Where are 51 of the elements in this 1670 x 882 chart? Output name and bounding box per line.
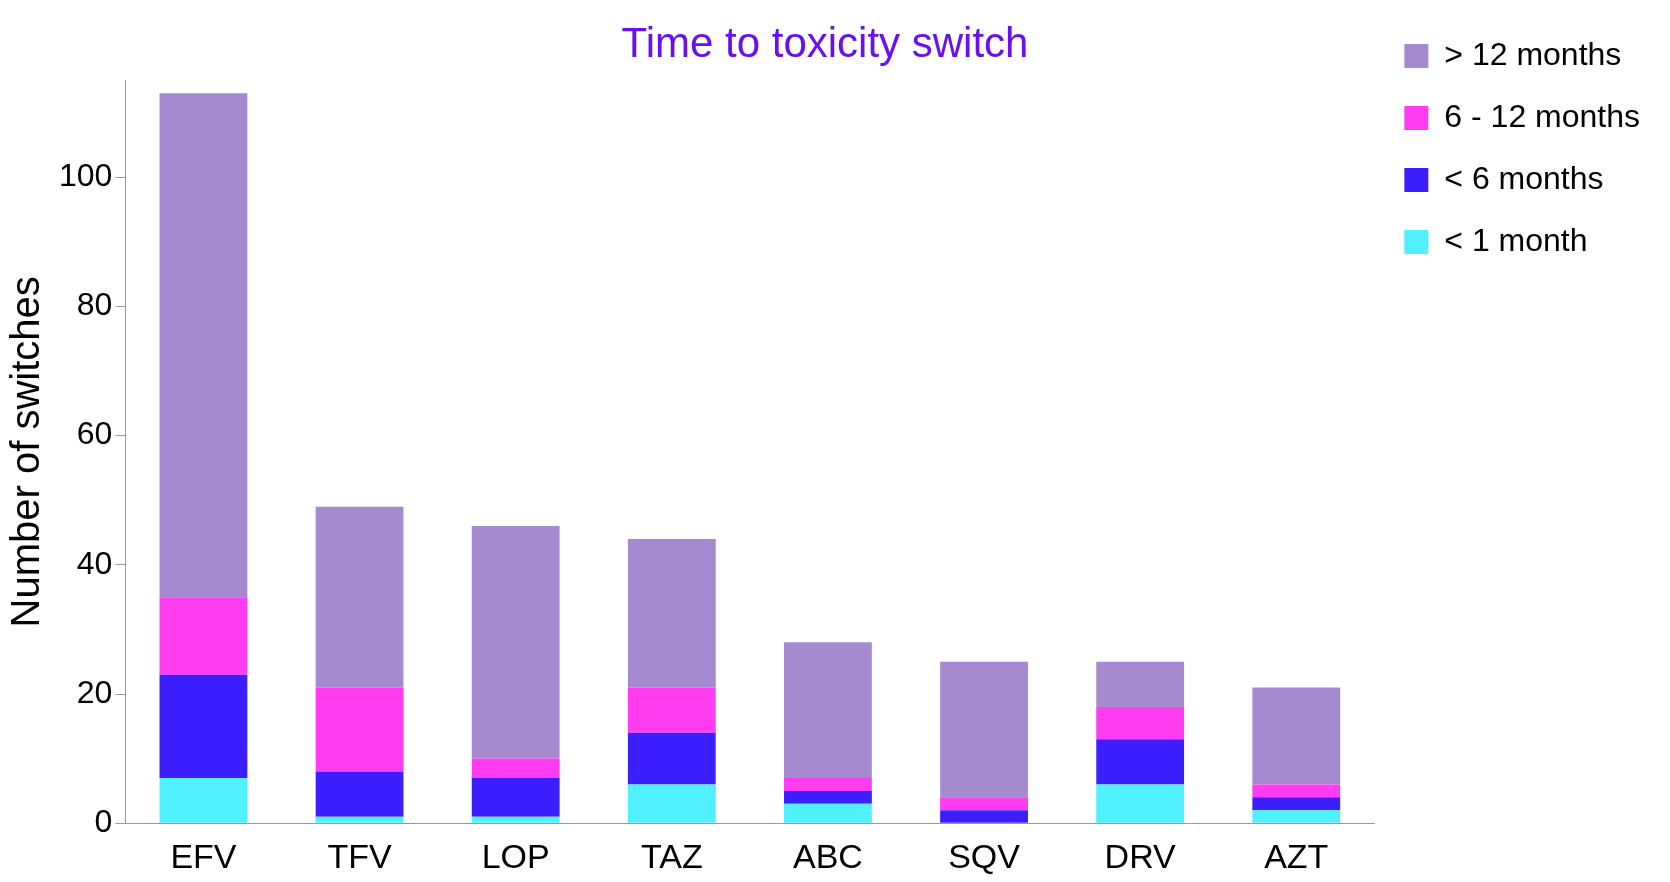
x-tick-label: TAZ [640, 836, 703, 875]
bar [471, 777, 560, 817]
bar [1096, 706, 1185, 740]
bar [940, 797, 1028, 811]
x-tick-label: TFV [327, 836, 392, 875]
bar [627, 539, 716, 688]
bar [471, 526, 560, 759]
bar [315, 506, 404, 688]
chart-title: Time to toxicity switch [621, 18, 1029, 66]
y-tick-label: 100 [59, 157, 113, 194]
bar [627, 784, 716, 823]
bar [1096, 739, 1185, 785]
bar [940, 810, 1028, 823]
bar [784, 777, 872, 791]
x-tick-label: AZT [1264, 836, 1329, 875]
bar [1252, 687, 1341, 785]
y-axis-title: Number of switches [3, 276, 48, 628]
x-tick-label: ABC [792, 836, 863, 875]
legend-label: > 12 months [1444, 35, 1622, 72]
x-tick-label: LOP [481, 836, 550, 875]
bar [784, 803, 872, 823]
bar [627, 687, 716, 733]
bar [784, 790, 872, 804]
bar [315, 687, 404, 772]
y-tick-label: 0 [94, 803, 113, 840]
x-tick-label: DRV [1104, 836, 1177, 875]
legend-label: < 1 month [1444, 221, 1588, 258]
bar [471, 758, 560, 778]
bar [315, 816, 404, 823]
bar [627, 732, 716, 785]
bar [1096, 784, 1185, 823]
bar [940, 661, 1028, 798]
bar [315, 771, 404, 817]
bar [159, 93, 248, 598]
bar [159, 597, 248, 675]
legend-label: 6 - 12 months [1444, 97, 1640, 134]
y-tick-label: 20 [76, 673, 113, 710]
x-tick-label: SQV [948, 836, 1021, 875]
bar [471, 816, 560, 823]
y-tick-label: 60 [76, 415, 113, 452]
bar [1096, 661, 1185, 707]
bar [1252, 784, 1341, 798]
bar [159, 777, 248, 823]
legend-label: < 6 months [1444, 159, 1604, 196]
bar [159, 674, 248, 778]
x-tick-label: EFV [170, 836, 237, 875]
bar [1252, 810, 1341, 823]
y-tick-label: 40 [76, 544, 113, 581]
bar [1252, 797, 1341, 811]
y-tick-label: 80 [76, 286, 113, 323]
bar [784, 642, 872, 778]
